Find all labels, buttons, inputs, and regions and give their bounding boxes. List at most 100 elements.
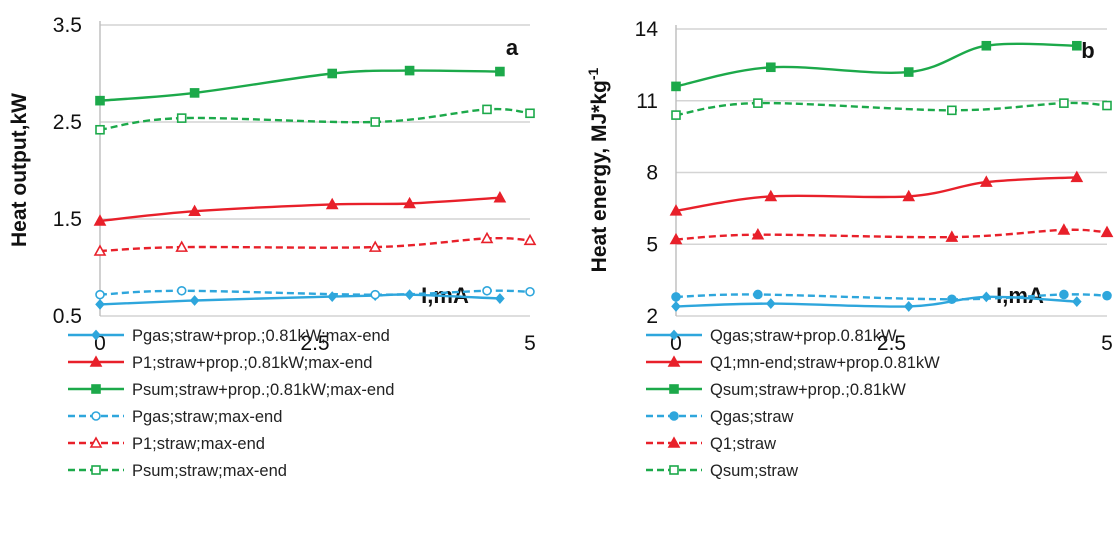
- series-line: [675, 293, 1108, 301]
- legend-entry: Q1;mn-end;straw+prop.0.81kW: [646, 354, 940, 372]
- legend-entry: Psum;straw;max-end: [68, 462, 287, 480]
- legend-label: Qgas;straw: [710, 408, 794, 426]
- legend-label: P1;straw+prop.;0.81kW;max-end: [132, 354, 372, 372]
- data-point: [493, 191, 507, 203]
- data-point: [95, 95, 105, 106]
- data-point: [1057, 223, 1071, 235]
- y-axis-label-text: Heat energy, MJ*kg: [588, 80, 611, 272]
- data-point: [189, 88, 200, 98]
- data-point: [671, 301, 681, 312]
- data-point: [764, 189, 778, 202]
- data-point: [671, 292, 681, 302]
- x-tick-label: 0: [94, 332, 106, 355]
- legend-marker: [669, 411, 679, 421]
- data-point: [495, 66, 505, 77]
- y-tick-label: 11: [636, 90, 658, 113]
- series-6: [95, 104, 535, 135]
- data-point: [947, 294, 957, 305]
- y-tick-label: 1.5: [53, 208, 82, 231]
- y-axis-label-text: Heat output,kW: [8, 93, 31, 247]
- data-point: [93, 244, 107, 256]
- series-5: [93, 231, 537, 256]
- legend-marker: [669, 384, 679, 394]
- data-point: [482, 104, 492, 115]
- panel-label: b: [1081, 38, 1094, 63]
- data-point: [325, 197, 339, 210]
- x-axis-label: I,mA: [996, 283, 1044, 308]
- series-line: [675, 295, 1077, 308]
- y-tick-label: 8: [646, 162, 658, 185]
- data-point: [903, 67, 914, 77]
- data-point: [176, 285, 187, 296]
- data-point: [495, 293, 505, 304]
- series-line: [99, 196, 500, 223]
- data-point: [903, 301, 914, 312]
- data-point: [189, 295, 200, 306]
- legend-marker: [89, 355, 103, 367]
- data-point: [188, 204, 201, 217]
- y-tick-label: 2: [646, 305, 658, 328]
- x-tick-label: 2.5: [877, 332, 906, 355]
- data-point: [751, 228, 765, 240]
- series-line: [99, 107, 531, 131]
- legend-entry: P1;straw;max-end: [68, 435, 265, 453]
- series-4: [95, 285, 535, 300]
- data-point: [766, 298, 776, 309]
- data-point: [480, 231, 494, 244]
- data-point: [1070, 170, 1084, 183]
- series-3: [95, 65, 505, 106]
- y-axis-label-superscript: -1: [585, 67, 601, 80]
- series-line: [675, 176, 1077, 212]
- legend-label: P1;straw;max-end: [132, 435, 265, 453]
- data-point: [981, 291, 992, 303]
- data-point: [981, 40, 992, 51]
- data-point: [753, 289, 763, 300]
- legend-entry: Q1;straw: [646, 435, 776, 453]
- data-point: [95, 298, 105, 310]
- data-point: [902, 189, 916, 202]
- data-point: [95, 124, 105, 135]
- data-point: [669, 232, 683, 245]
- legend-entry: Pgas;straw;max-end: [68, 408, 282, 426]
- x-tick-label: 5: [1101, 332, 1113, 355]
- data-point: [669, 204, 683, 216]
- series-1: [671, 291, 1082, 312]
- data-point: [753, 98, 763, 108]
- legend-label: Psum;straw;max-end: [132, 462, 287, 480]
- y-axis-label: Heat output,kW: [8, 93, 31, 247]
- data-point: [766, 62, 776, 73]
- series-line: [99, 69, 500, 102]
- data-point: [370, 289, 381, 300]
- panel-label: a: [506, 35, 519, 60]
- legend-marker: [667, 355, 681, 367]
- legend-marker: [89, 436, 103, 448]
- y-tick-label: 3.5: [53, 14, 82, 37]
- data-point: [671, 110, 681, 120]
- legend-marker: [91, 384, 101, 394]
- series-line: [675, 228, 1108, 241]
- data-point: [404, 65, 415, 76]
- legend-marker: [91, 329, 101, 341]
- legend-entry: Qsum;straw+prop.;0.81kW: [646, 381, 906, 399]
- series-4: [671, 289, 1112, 305]
- legend-label: Pgas;straw+prop.;0.81kW;max-end: [132, 327, 390, 345]
- legend-marker: [667, 436, 681, 448]
- data-point: [1100, 225, 1114, 238]
- chart-panel-b: 2 5 8 11 14 0 2.5 5 I,mA Heat energy, MJ*kg-1 b Qga…: [585, 18, 1114, 480]
- x-tick-label: 2.5: [300, 332, 329, 355]
- legend-entry: Qsum;straw: [646, 462, 798, 480]
- data-point: [947, 105, 957, 116]
- series-6: [671, 98, 1112, 120]
- x-tick-label: 5: [524, 332, 536, 355]
- y-tick-label: 14: [635, 18, 659, 41]
- legend-label: Pgas;straw;max-end: [132, 408, 282, 426]
- data-point: [979, 175, 993, 187]
- legend-label: Qsum;straw: [710, 462, 798, 480]
- legend-entry: Pgas;straw+prop.;0.81kW;max-end: [68, 327, 390, 345]
- series-line: [675, 101, 1108, 117]
- legend-marker: [669, 329, 679, 341]
- data-point: [525, 286, 535, 297]
- legend-entry: P1;straw+prop.;0.81kW;max-end: [68, 354, 372, 372]
- data-point: [1059, 98, 1069, 108]
